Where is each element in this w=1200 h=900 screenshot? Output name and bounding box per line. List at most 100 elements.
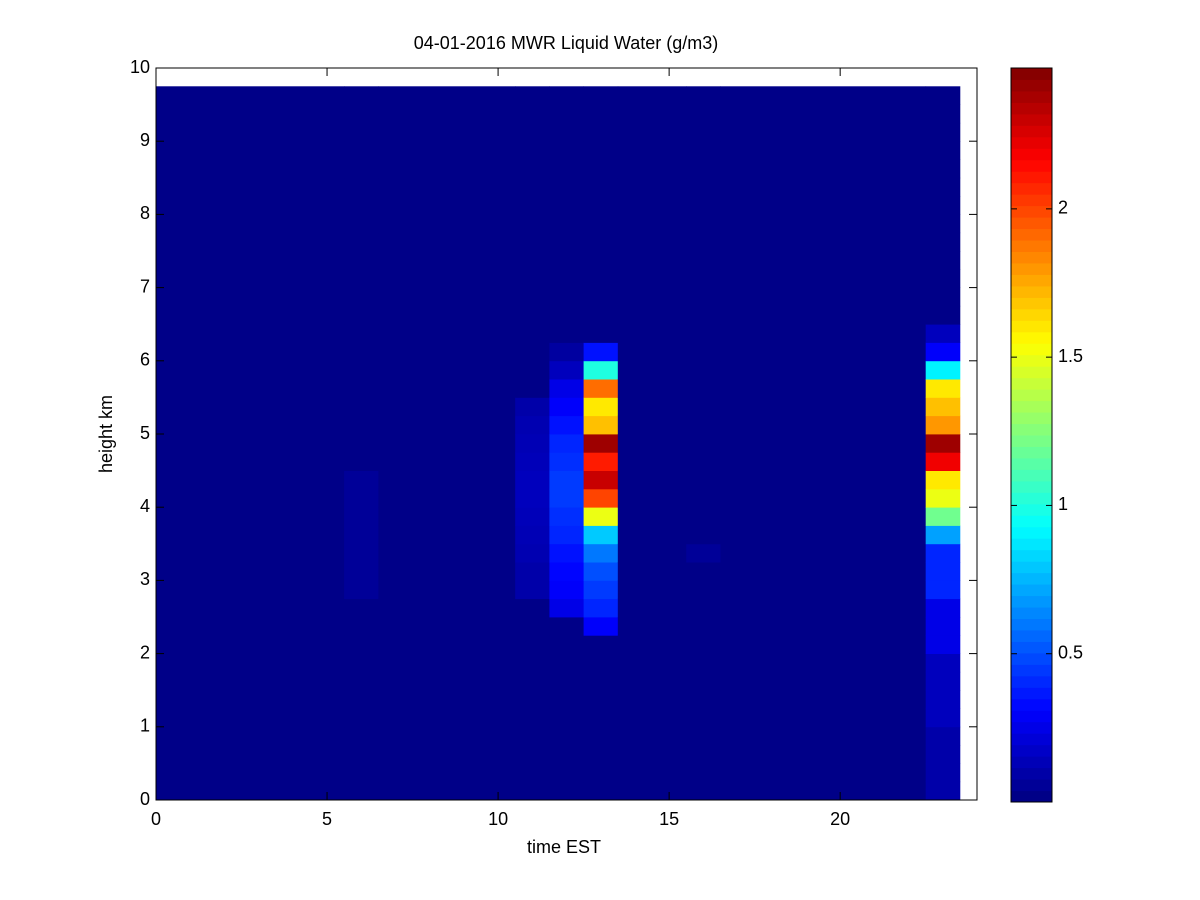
heatmap-cell [378, 232, 516, 252]
heatmap-cell [617, 104, 687, 124]
heatmap-cell [925, 141, 961, 160]
colorbar-swatch [1011, 561, 1052, 574]
heatmap-cell [617, 415, 687, 435]
colorbar-swatch [1011, 503, 1052, 516]
heatmap-cell [378, 434, 516, 453]
heatmap-cell [925, 726, 961, 746]
heatmap-cell [515, 543, 550, 563]
heatmap-cell [515, 488, 550, 508]
heatmap-cell [686, 251, 721, 270]
heatmap-cell [925, 507, 961, 526]
heatmap-cell [720, 525, 927, 545]
heatmap-cell [686, 671, 721, 691]
heatmap-cell [378, 488, 516, 508]
colorbar-swatch [1011, 779, 1052, 792]
colorbar-swatch [1011, 423, 1052, 436]
heatmap-cell [549, 379, 585, 398]
heatmap-cell [344, 214, 379, 234]
heatmap-cell [686, 379, 721, 398]
heatmap-cell [515, 415, 550, 435]
x-tick-label: 5 [322, 809, 332, 829]
heatmap-cell [156, 379, 345, 398]
heatmap-cell [583, 671, 619, 691]
heatmap-cell [344, 488, 379, 508]
heatmap-cell [515, 397, 550, 417]
heatmap-cell [720, 251, 927, 270]
heatmap-cell [583, 562, 619, 581]
colorbar-swatch [1011, 285, 1052, 298]
heatmap-cell [515, 745, 550, 764]
heatmap-cell [720, 781, 927, 801]
heatmap-cell [686, 726, 721, 746]
y-tick-label: 2 [140, 642, 150, 662]
heatmap-cell [156, 781, 345, 801]
heatmap-cell [617, 671, 687, 691]
heatmap-cell [549, 617, 585, 636]
heatmap-cell [583, 397, 619, 417]
heatmap-cell [344, 159, 379, 179]
colorbar-swatch [1011, 733, 1052, 746]
heatmap-cell [925, 269, 961, 288]
heatmap-cell [156, 397, 345, 417]
heatmap-cell [925, 525, 961, 545]
heatmap-cell [549, 507, 585, 526]
heatmap-cell [156, 653, 345, 673]
heatmap-cell [720, 324, 927, 343]
heatmap-cell [378, 86, 516, 105]
colorbar-swatch [1011, 584, 1052, 597]
heatmap-cell [378, 653, 516, 673]
colorbar-swatch [1011, 790, 1052, 803]
heatmap-cell [925, 452, 961, 471]
heatmap-cell [686, 397, 721, 417]
x-tick-label: 20 [830, 809, 850, 829]
colorbar-swatch [1011, 629, 1052, 642]
y-tick-label: 6 [140, 350, 150, 370]
heatmap-cell [925, 122, 961, 142]
colorbar-swatch [1011, 721, 1052, 734]
heatmap-cell [617, 598, 687, 618]
heatmap-cell [378, 141, 516, 160]
heatmap-cell [378, 781, 516, 801]
heatmap-cell [378, 470, 516, 490]
colorbar-swatch [1011, 687, 1052, 700]
heatmap-cell [515, 726, 550, 746]
heatmap-cell [686, 141, 721, 160]
heatmap-cell [378, 708, 516, 728]
heatmap-cell [720, 488, 927, 508]
heatmap-cell [925, 690, 961, 709]
heatmap-cell [515, 342, 550, 362]
heatmap-cell [617, 324, 687, 343]
heatmap-cell [344, 745, 379, 764]
heatmap-cell [720, 122, 927, 142]
heatmap-cell [549, 251, 585, 270]
heatmap-cell [344, 452, 379, 471]
heatmap-cell [549, 122, 585, 142]
heatmap-cell [549, 324, 585, 343]
colorbar-swatch [1011, 194, 1052, 207]
heatmap-cell [515, 653, 550, 673]
heatmap-cell [549, 141, 585, 160]
heatmap-cell [344, 763, 379, 783]
colorbar-swatch [1011, 217, 1052, 230]
heatmap-cell [549, 104, 585, 124]
colorbar-swatch [1011, 343, 1052, 356]
heatmap-cell [156, 726, 345, 746]
heatmap-cell [617, 543, 687, 563]
heatmap-cell [156, 434, 345, 453]
heatmap-cell [344, 397, 379, 417]
heatmap-cell [686, 86, 721, 105]
heatmap-cell [378, 507, 516, 526]
heatmap-cell [720, 287, 927, 307]
heatmap-cell [378, 617, 516, 636]
heatmap-cell [344, 287, 379, 307]
heatmap-cell [583, 452, 619, 471]
heatmap-cell [925, 415, 961, 435]
heatmap-cell [515, 159, 550, 179]
heatmap-cell [583, 159, 619, 179]
heatmap-cell [617, 86, 687, 105]
heatmap-cell [344, 562, 379, 581]
colorbar-frame [1010, 67, 1053, 803]
heatmap-cell [925, 232, 961, 252]
heatmap-cell [617, 488, 687, 508]
heatmap-cell [378, 159, 516, 179]
